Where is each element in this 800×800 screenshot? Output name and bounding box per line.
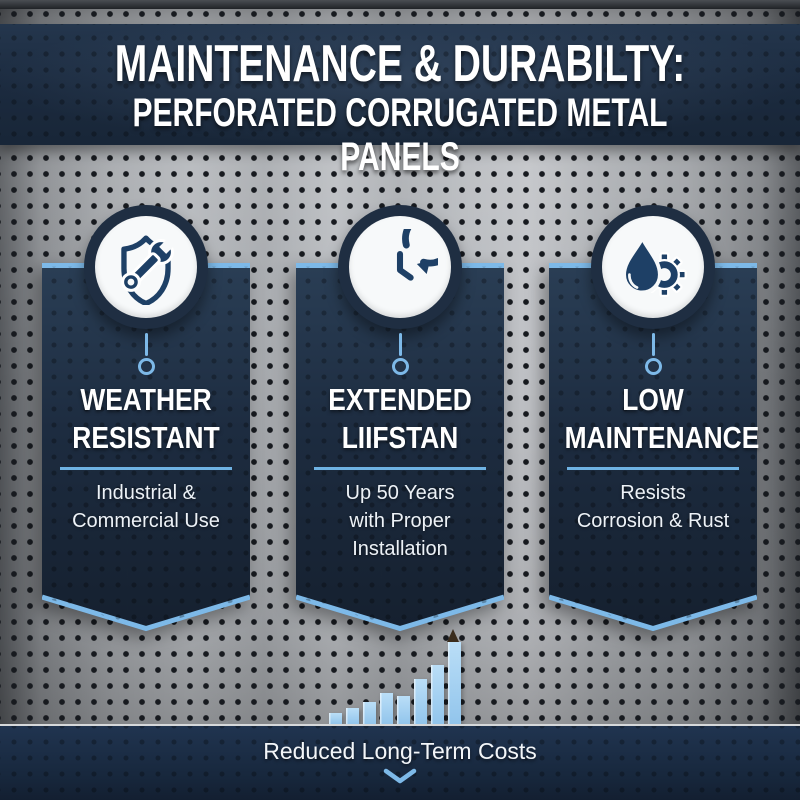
- connector-ring: [391, 358, 409, 375]
- bar: [431, 665, 444, 724]
- feature-panel-low-maintenance: LOW MAINTENANCE Resists Corrosion & Rust: [549, 205, 760, 637]
- clock-history-icon: [396, 229, 438, 281]
- arrow-tip: [447, 629, 459, 642]
- connector-pin: [296, 333, 504, 375]
- connector-pin: [42, 333, 250, 375]
- icon-circle: [602, 216, 704, 318]
- panel-title: EXTENDED LIIFSTAN: [328, 382, 472, 455]
- connector-ring: [644, 358, 662, 375]
- panel-title: LOW MAINTENANCE: [564, 382, 760, 455]
- title-line-1: MAINTENANCE & DURABILTY:: [114, 35, 686, 93]
- connector-stem: [144, 333, 148, 356]
- shield-wrench-icon: [121, 235, 177, 305]
- top-edge-strip: [0, 0, 800, 9]
- bar: [397, 696, 410, 724]
- connector-stem: [398, 333, 402, 356]
- bar: [363, 702, 376, 724]
- icon-circle: [349, 216, 451, 318]
- feature-panel-weather-resistant: WEATHER RESISTANT Industrial & Commercia…: [42, 205, 250, 637]
- footer-banner: Reduced Long-Term Costs: [0, 724, 800, 800]
- chevron-down-icon: [383, 768, 417, 784]
- title-line-2: PERFORATED CORRUGATED METAL PANELS: [132, 91, 668, 179]
- footer-label: Reduced Long-Term Costs: [263, 738, 537, 764]
- bar: [380, 693, 393, 724]
- header-banner: MAINTENANCE & DURABILTY: PERFORATED CORR…: [0, 24, 800, 179]
- connector-pin: [549, 333, 757, 375]
- connector-ring: [137, 358, 155, 375]
- panel-subtitle: Resists Corrosion & Rust: [576, 482, 730, 532]
- divider-line: [60, 467, 232, 470]
- divider-line: [314, 467, 486, 470]
- bar: [447, 629, 461, 724]
- icon-circle: [95, 216, 197, 318]
- bar-chart: [0, 614, 795, 724]
- panel-title: WEATHER RESISTANT: [72, 382, 220, 455]
- panel-subtitle: Industrial & Commercial Use: [72, 482, 220, 532]
- bar: [329, 713, 342, 724]
- feature-panel-extended-lifespan: EXTENDED LIIFSTAN Up 50 Years with Prope…: [296, 205, 504, 637]
- connector-stem: [651, 333, 655, 356]
- bar: [414, 679, 427, 724]
- icon-badge: [591, 205, 715, 329]
- panel-subtitle: Up 50 Years with Proper Installation: [345, 482, 455, 560]
- divider-line: [567, 467, 739, 470]
- icon-badge: [84, 205, 208, 329]
- bar: [346, 708, 359, 724]
- icon-badge: [338, 205, 462, 329]
- droplet-gear-icon: [622, 236, 687, 298]
